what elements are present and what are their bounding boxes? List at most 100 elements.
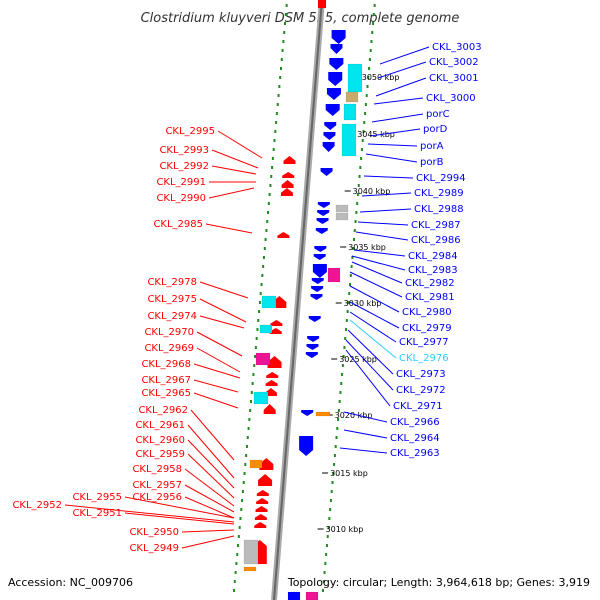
- gene-features: [243, 0, 363, 600]
- right-gene-label[interactable]: CKL_2972: [396, 385, 446, 396]
- right-gene-label[interactable]: CKL_2964: [390, 433, 440, 444]
- ring-dot: [352, 238, 355, 241]
- right-label-leader: [371, 113, 424, 123]
- right-gene-label[interactable]: CKL_2980: [402, 307, 452, 318]
- left-gene-label[interactable]: CKL_2951: [72, 508, 122, 519]
- right-gene-label[interactable]: porB: [420, 157, 444, 168]
- left-gene-label[interactable]: CKL_2949: [129, 543, 179, 554]
- gene-arrow-reverse: [301, 410, 314, 416]
- left-gene-label[interactable]: CKL_2967: [141, 375, 191, 386]
- left-gene-label[interactable]: CKL_2975: [147, 294, 197, 305]
- gene-block-cyan: [343, 103, 357, 121]
- right-gene-label[interactable]: CKL_3001: [429, 73, 479, 84]
- ring-dot: [266, 220, 269, 223]
- left-gene-label[interactable]: CKL_2959: [135, 449, 185, 460]
- right-gene-label[interactable]: CKL_2983: [408, 265, 458, 276]
- right-gene-label[interactable]: CKL_2976: [399, 353, 449, 364]
- ring-dot: [234, 571, 237, 574]
- left-gene-label[interactable]: CKL_2990: [156, 193, 206, 204]
- left-gene-label[interactable]: CKL_2955: [72, 492, 122, 503]
- left-gene-label[interactable]: CKL_2961: [135, 420, 185, 431]
- left-gene-label[interactable]: CKL_2950: [129, 527, 179, 538]
- ring-dot: [346, 310, 349, 313]
- ring-dot: [337, 418, 340, 421]
- left-gene-label[interactable]: CKL_2985: [153, 219, 203, 230]
- right-gene-label[interactable]: CKL_2982: [405, 278, 455, 289]
- ring-dot: [284, 13, 287, 16]
- ring-dot: [255, 337, 258, 340]
- left-gene-label[interactable]: CKL_2970: [144, 327, 194, 338]
- left-gene-label[interactable]: CKL_2992: [159, 161, 209, 172]
- gene-arrow-reverse: [315, 228, 328, 234]
- gene-block-cyan: [347, 63, 363, 93]
- right-gene-label[interactable]: CKL_2963: [390, 448, 440, 459]
- gene-block-cyan: [261, 295, 277, 309]
- ring-dot: [232, 589, 235, 592]
- left-gene-label[interactable]: CKL_2969: [144, 343, 194, 354]
- right-gene-label[interactable]: CKL_2994: [416, 173, 466, 184]
- right-label-leader: [375, 77, 427, 97]
- left-gene-label[interactable]: CKL_2952: [12, 500, 62, 511]
- right-gene-label[interactable]: CKL_2971: [393, 401, 443, 412]
- ring-dot: [253, 364, 256, 367]
- right-gene-label[interactable]: porD: [423, 124, 448, 135]
- gene-arrow-forward: [265, 380, 278, 386]
- gene-arrow-forward: [254, 522, 267, 528]
- left-label-leader: [211, 149, 259, 169]
- right-gene-label[interactable]: CKL_2989: [414, 188, 464, 199]
- right-gene-label[interactable]: porC: [426, 109, 450, 120]
- left-gene-label[interactable]: CKL_2991: [156, 177, 206, 188]
- left-gene-label[interactable]: CKL_2978: [147, 277, 197, 288]
- right-gene-label[interactable]: porA: [420, 141, 444, 152]
- right-gene-label[interactable]: CKL_2984: [408, 251, 458, 262]
- right-gene-label[interactable]: CKL_2988: [414, 204, 464, 215]
- gene-block-orange: [315, 411, 331, 417]
- right-gene-label[interactable]: CKL_2966: [390, 417, 440, 428]
- left-gene-label[interactable]: CKL_2960: [135, 435, 185, 446]
- left-gene-label[interactable]: CKL_2995: [165, 126, 215, 137]
- right-gene-label[interactable]: CKL_2977: [399, 337, 449, 348]
- left-gene-label[interactable]: CKL_2956: [132, 492, 182, 503]
- ring-dot: [333, 454, 336, 457]
- left-gene-label[interactable]: CKL_2965: [141, 388, 191, 399]
- left-label-leader: [199, 298, 247, 323]
- right-label-leader: [377, 61, 427, 79]
- right-gene-label[interactable]: CKL_2973: [396, 369, 446, 380]
- right-gene-label[interactable]: CKL_3003: [432, 42, 482, 53]
- left-label-leader: [196, 347, 241, 373]
- gene-arrow-forward: [277, 232, 290, 238]
- gene-arrow-forward: [269, 328, 282, 334]
- left-gene-label[interactable]: CKL_2974: [147, 311, 197, 322]
- ring-dot: [269, 184, 272, 187]
- right-gene-label[interactable]: CKL_2981: [405, 292, 455, 303]
- ring-dot: [349, 283, 352, 286]
- ring-dot: [241, 499, 244, 502]
- gene-arrow-forward: [259, 458, 274, 470]
- right-gene-label[interactable]: CKL_3000: [426, 93, 476, 104]
- ring-dot: [236, 553, 239, 556]
- right-label-leader: [347, 329, 394, 375]
- right-gene-label[interactable]: CKL_2979: [402, 323, 452, 334]
- ring-dot: [331, 481, 334, 484]
- ring-dot: [336, 427, 339, 430]
- right-label-leader: [353, 249, 406, 257]
- left-gene-label[interactable]: CKL_2957: [132, 480, 182, 491]
- scale-tick-label: 3035 kbp: [348, 243, 386, 252]
- left-gene-label[interactable]: CKL_2958: [132, 464, 182, 475]
- ring-dot: [330, 490, 333, 493]
- left-gene-label[interactable]: CKL_2968: [141, 359, 191, 370]
- gene-arrow-forward: [258, 474, 273, 486]
- ring-dot: [250, 400, 252, 403]
- gene-arrow-forward: [263, 404, 276, 414]
- left-gene-label[interactable]: CKL_2993: [159, 145, 209, 156]
- right-gene-label[interactable]: CKL_2986: [411, 235, 461, 246]
- ring-dot: [363, 121, 366, 124]
- ring-dot: [359, 166, 362, 169]
- ring-dot: [364, 103, 367, 106]
- left-gene-label[interactable]: CKL_2962: [138, 405, 188, 416]
- gene-block-cyan: [253, 391, 269, 405]
- gene-block-magenta: [305, 591, 319, 600]
- right-gene-label[interactable]: CKL_2987: [411, 220, 461, 231]
- genome-backbone-core: [273, 0, 323, 600]
- right-gene-label[interactable]: CKL_3002: [429, 57, 479, 68]
